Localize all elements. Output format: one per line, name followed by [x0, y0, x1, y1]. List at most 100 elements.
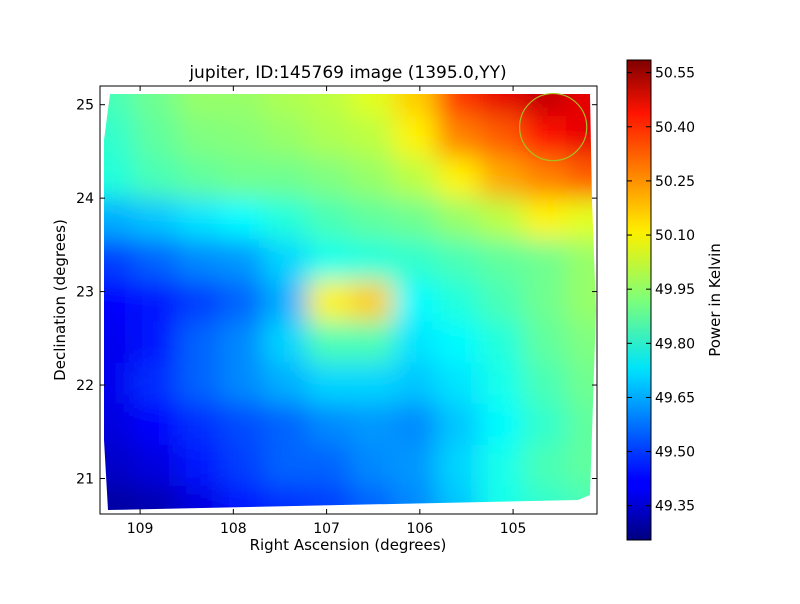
heatmap-cell — [307, 362, 351, 405]
heatmap-cell — [263, 198, 308, 241]
heatmap-cell — [436, 362, 481, 405]
heatmap-cell — [566, 362, 596, 405]
heatmap-cell — [523, 403, 568, 446]
colorbar-label: Power in Kelvin — [706, 243, 724, 357]
heatmap-cell — [523, 444, 568, 487]
heatmap-cell — [523, 239, 568, 282]
heatmap-cells — [104, 94, 596, 510]
colorbar: 50.55 50.40 50.25 50.10 49.95 49.80 49.65 49.50… — [626, 59, 724, 541]
heatmap-cell — [263, 94, 308, 117]
heatmap-cell — [104, 239, 135, 282]
heatmap-cell — [220, 362, 265, 405]
heatmap-cell — [104, 362, 135, 405]
heatmap-cell — [479, 280, 524, 323]
heatmap-cell — [307, 94, 351, 117]
heatmap-cell — [436, 94, 481, 117]
heatmap-cell — [479, 362, 524, 405]
heatmap-cell — [220, 403, 265, 446]
heatmap-cell — [104, 321, 135, 364]
heatmap-cell — [523, 198, 568, 241]
heatmap-cell — [523, 115, 568, 159]
heatmap-cell — [436, 403, 481, 446]
heatmap-cell — [104, 444, 135, 487]
heatmap-cell — [177, 362, 222, 405]
heatmap-cell — [307, 198, 351, 241]
heatmap-cell — [307, 444, 351, 487]
heatmap-cell — [523, 362, 568, 405]
heatmap-cell — [523, 485, 568, 510]
heatmap-cell — [177, 157, 222, 200]
x-tick-label: 106 — [406, 521, 433, 537]
y-axis-ticks: 21 22 23 24 25 — [76, 98, 597, 487]
heatmap-cell — [263, 280, 308, 323]
heatmap-cell — [220, 321, 265, 364]
heatmap-cell — [349, 321, 394, 364]
y-tick-label: 21 — [76, 471, 94, 487]
heatmap-cell — [220, 444, 265, 487]
heatmap-cell — [479, 198, 524, 241]
x-tick-label: 105 — [500, 521, 527, 537]
annotation-circle — [519, 92, 588, 162]
heatmap-cell — [436, 280, 481, 323]
heatmap-cell — [133, 321, 178, 364]
x-tick-label: 109 — [127, 521, 154, 537]
heatmap-cell — [104, 280, 135, 323]
heatmap-cell — [263, 157, 308, 200]
heatmap-cell — [133, 280, 178, 323]
heatmap-cell — [393, 403, 438, 446]
heatmap-cell — [104, 198, 135, 241]
heatmap-cell — [436, 157, 481, 200]
x-tick-label: 108 — [220, 521, 247, 537]
colorbar-tick-label: 50.55 — [655, 66, 695, 82]
colorbar-tick-label: 49.35 — [655, 499, 695, 515]
heatmap-cell — [177, 321, 222, 364]
heatmap-cell — [566, 280, 596, 323]
heatmap-cell — [349, 403, 394, 446]
heatmap-cell — [307, 239, 351, 282]
heatmap-cell — [307, 403, 351, 446]
heatmap-cell — [220, 198, 265, 241]
heatmap-cell — [220, 94, 265, 117]
heatmap-cell — [393, 239, 438, 282]
heatmap-cell — [307, 157, 351, 200]
heatmap-cell — [177, 444, 222, 487]
heatmap-cell — [349, 444, 394, 487]
heatmap-cell — [393, 115, 438, 159]
colorbar-tick-label: 49.65 — [655, 390, 695, 406]
heatmap-cell — [566, 94, 596, 117]
heatmap-cell — [133, 157, 178, 200]
x-tick-label: 107 — [313, 521, 340, 537]
heatmap-cell — [349, 362, 394, 405]
heatmap-cell — [220, 157, 265, 200]
heatmap-cell — [393, 362, 438, 405]
heatmap-cell — [393, 198, 438, 241]
colorbar-tick-label: 49.50 — [655, 445, 695, 461]
heatmap-cell — [133, 444, 178, 487]
heatmap-cell — [393, 321, 438, 364]
chart-title: jupiter, ID:145769 image (1395.0,YY) — [188, 63, 506, 83]
heatmap-cell — [177, 403, 222, 446]
heatmap-cell — [263, 403, 308, 446]
x-axis-label: Right Ascension (degrees) — [250, 536, 447, 554]
heatmap-cell — [220, 239, 265, 282]
heatmap-cell — [133, 362, 178, 405]
colorbar-ticks: 50.55 50.40 50.25 50.10 49.95 49.80 49.65 49.50… — [627, 66, 695, 515]
heatmap-cell — [263, 444, 308, 487]
heatmap-cell — [177, 94, 222, 117]
heatmap-cell — [479, 115, 524, 159]
colorbar-tick-label: 49.80 — [655, 336, 695, 352]
heatmap-cell — [349, 198, 394, 241]
heatmap-cell — [307, 115, 351, 159]
y-tick-label: 23 — [76, 285, 94, 301]
heatmap-cell — [177, 280, 222, 323]
heatmap-cell — [566, 403, 596, 446]
colorbar-gradient — [626, 59, 652, 541]
heatmap-cell — [133, 198, 178, 241]
heatmap-cell — [436, 239, 481, 282]
heatmap-cell — [133, 485, 178, 510]
heatmap-cell — [263, 321, 308, 364]
heatmap-cell — [566, 321, 596, 364]
heatmap-cell — [177, 198, 222, 241]
heatmap-cell — [393, 94, 438, 117]
